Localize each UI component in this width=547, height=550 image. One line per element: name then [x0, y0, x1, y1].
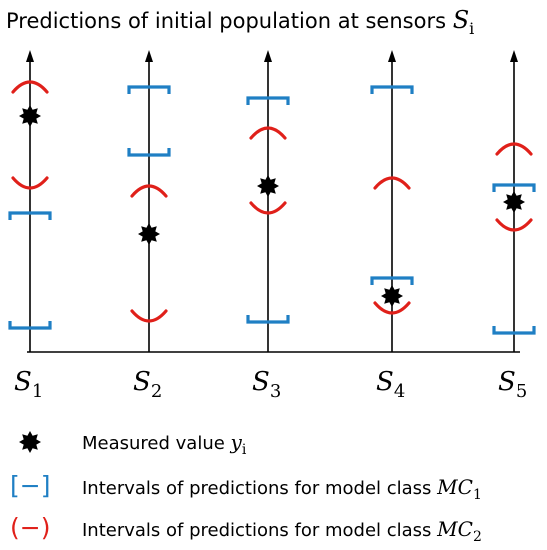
- sensor-label-4: S4: [376, 367, 405, 402]
- mc2-bound-s2-lower: [130, 309, 168, 323]
- diagram-title: Predictions of initial population at sen…: [6, 6, 474, 38]
- sensor-label-5: S5: [498, 367, 527, 402]
- star-icon: [257, 175, 279, 197]
- title-symbol: S: [453, 6, 469, 34]
- mc2-bound-s4-upper: [373, 176, 411, 190]
- legend-mc1-symbol: MC: [436, 475, 473, 499]
- mc1-bound-s5-lower: [492, 326, 536, 335]
- star-icon: [19, 431, 41, 453]
- sensor-axis-1: [26, 50, 34, 352]
- arrowhead-icon: [388, 50, 396, 62]
- sensor-symbol: S: [133, 367, 151, 397]
- mc1-bound-s3-upper: [246, 96, 290, 105]
- mc2-bound-s4-lower: [373, 301, 411, 315]
- mc1-marker: [−]: [10, 471, 50, 500]
- sensor-symbol: S: [252, 367, 270, 397]
- mc1-bound-s3-lower: [246, 315, 290, 324]
- sensor-sub: 3: [270, 381, 281, 402]
- sensor-symbol: S: [376, 367, 394, 397]
- legend-mc2-symbol: MC: [436, 517, 473, 541]
- mc2-intervals: [11, 80, 533, 323]
- mc1-bound-s2-lower: [127, 148, 171, 157]
- sensor-sub: 2: [151, 381, 162, 402]
- star-icon: [138, 223, 160, 245]
- sensor-symbol: S: [498, 367, 516, 397]
- mc1-bound-s4-lower: [370, 276, 414, 285]
- mc2-bound-s1-upper: [11, 80, 49, 94]
- sensor-axis-2: [145, 50, 153, 352]
- sensor-symbol: S: [14, 367, 32, 397]
- sensor-labels: S1 S2 S3 S4 S5: [14, 367, 527, 402]
- mc2-bound-s3-upper: [249, 126, 287, 140]
- sensor-label-1: S1: [14, 367, 43, 402]
- measured-values: [19, 105, 525, 307]
- legend-measured-symbol: y: [230, 430, 243, 454]
- sensor-sub: 5: [516, 381, 527, 402]
- mc2-bound-s2-upper: [130, 184, 168, 198]
- legend-mc2: Intervals of predictions for model class…: [82, 517, 482, 545]
- mc2-bound-s3-lower: [249, 201, 287, 215]
- legend-measured: Measured value yi: [82, 430, 247, 458]
- star-icon: [503, 191, 525, 213]
- legend-measured-text: Measured value: [82, 433, 231, 454]
- mc2-bound-s1-lower: [11, 176, 49, 190]
- legend-mc1: Intervals of predictions for model class…: [82, 475, 482, 503]
- arrowhead-icon: [264, 50, 272, 62]
- sensor-label-2: S2: [133, 367, 162, 402]
- sensor-label-3: S3: [252, 367, 281, 402]
- legend-mc1-sub: 1: [473, 487, 482, 503]
- mc1-bound-s1-lower: [8, 321, 52, 330]
- mc2-bound-s5-lower: [495, 218, 533, 232]
- sensor-sub: 4: [394, 381, 405, 402]
- sensor-sub: 1: [32, 381, 43, 402]
- legend-mc2-sub: 2: [473, 529, 482, 545]
- mc2-marker: (−): [10, 513, 50, 542]
- arrowhead-icon: [145, 50, 153, 62]
- arrowhead-icon: [510, 50, 518, 62]
- mc1-bound-s1-upper: [8, 211, 52, 220]
- title-text: Predictions of initial population at sen…: [6, 9, 453, 33]
- mc1-intervals: [8, 85, 536, 335]
- sensor-axis-3: [264, 50, 272, 352]
- star-icon: [381, 285, 403, 307]
- sensor-axes: [26, 50, 518, 352]
- legend: Measured value yi [−] Intervals of predi…: [10, 430, 482, 545]
- arrowhead-icon: [26, 50, 34, 62]
- legend-mc2-text: Intervals of predictions for model class: [82, 520, 437, 541]
- legend-measured-sub: i: [242, 442, 247, 458]
- title-sub: i: [469, 19, 474, 38]
- star-icon: [19, 105, 41, 127]
- legend-mc1-text: Intervals of predictions for model class: [82, 478, 437, 499]
- mc1-bound-s2-upper: [127, 85, 171, 94]
- mc1-bound-s4-upper: [370, 85, 414, 94]
- mc2-bound-s5-upper: [495, 142, 533, 156]
- mc1-bound-s5-upper: [492, 183, 536, 192]
